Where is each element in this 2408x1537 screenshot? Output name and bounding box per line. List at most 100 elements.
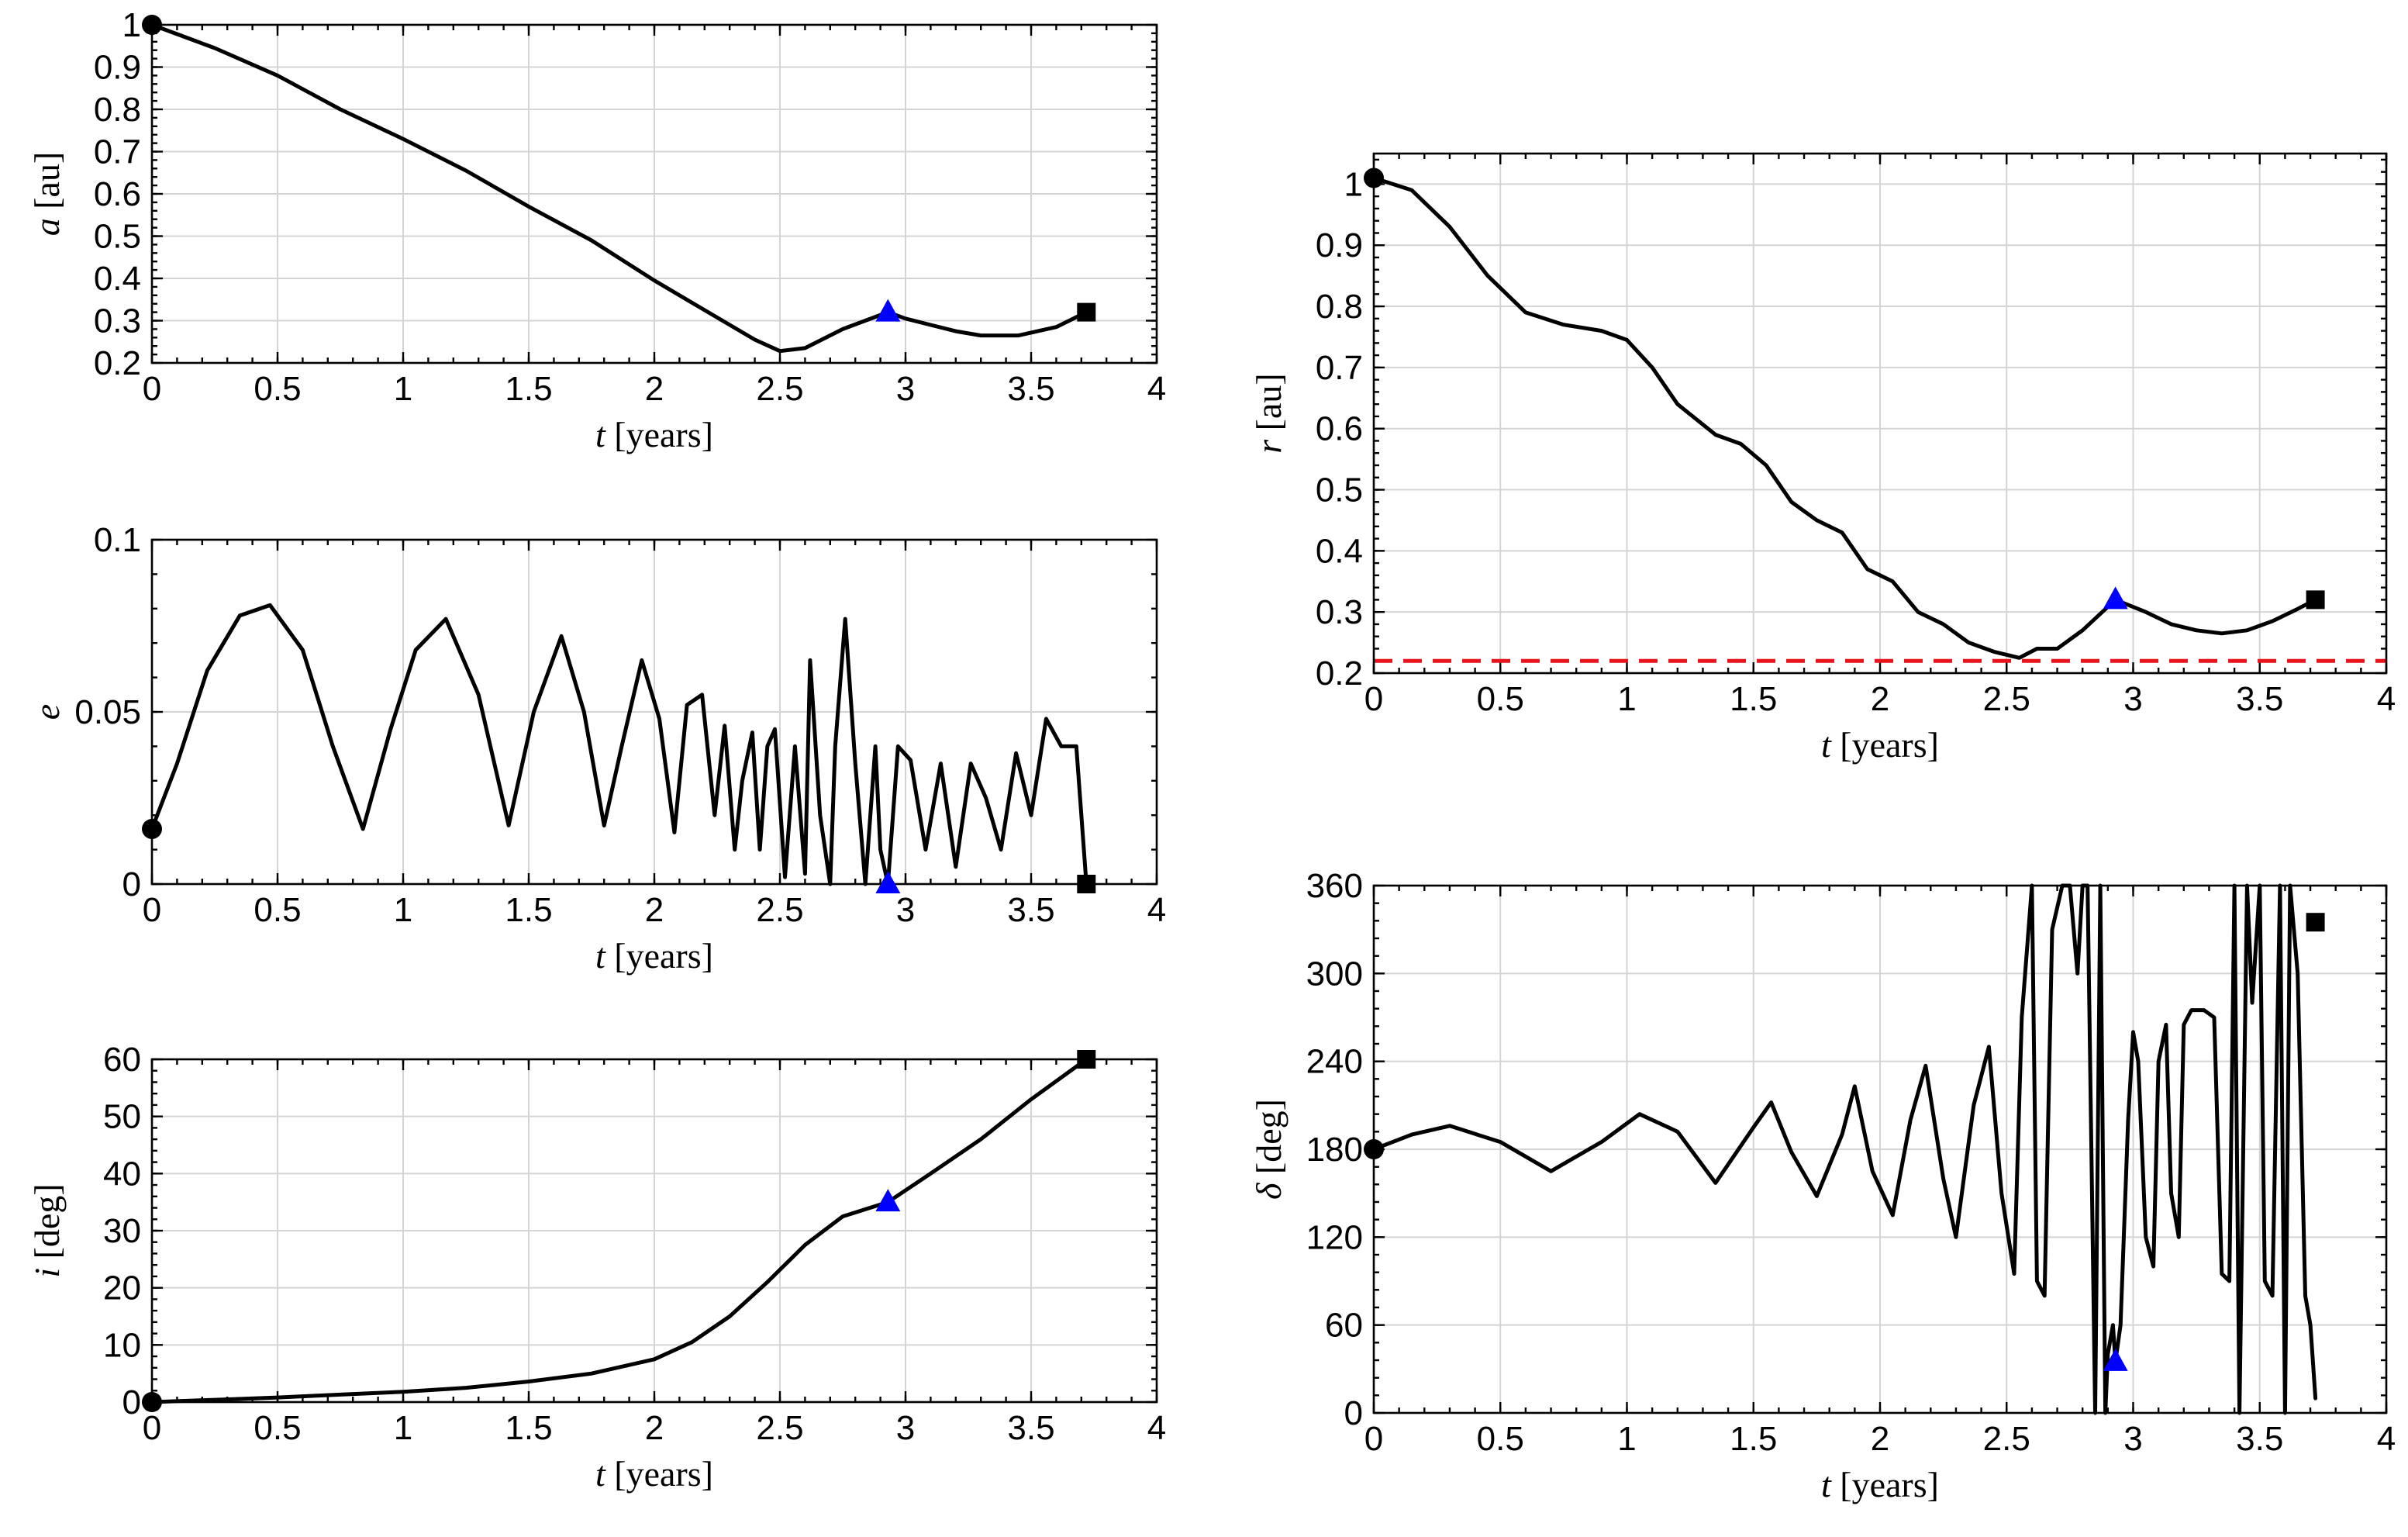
x-tick-label: 2.5	[1983, 680, 2030, 718]
x-tick-label: 2.5	[1983, 1420, 2030, 1458]
x-axis-unit: [years]	[605, 415, 713, 454]
y-axis-label: δ [deg]	[1249, 1099, 1289, 1200]
axes-frame	[150, 1058, 1158, 1404]
y-tick-label: 0.1	[94, 521, 141, 559]
x-tick-label: 1	[1617, 680, 1636, 718]
y-tick-label: 0.5	[1316, 471, 1363, 509]
y-axis-symbol: δ	[1249, 1183, 1289, 1200]
x-tick-label: 3.5	[2236, 1420, 2283, 1458]
x-axis-label: t [years]	[595, 1454, 713, 1494]
y-tick-label: 180	[1306, 1131, 1363, 1169]
x-axis-label: t [years]	[1821, 725, 1939, 765]
end-marker	[1077, 875, 1096, 893]
y-tick-label: 0.5	[94, 218, 141, 256]
y-tick-label: 0.6	[94, 175, 141, 213]
start-marker	[142, 818, 162, 839]
x-tick-label: 2.5	[756, 1409, 803, 1447]
x-tick-label: 1	[1617, 1420, 1636, 1458]
y-axis-unit: [deg]	[1249, 1099, 1289, 1183]
x-tick-label: 1.5	[505, 1409, 552, 1447]
start-marker	[142, 15, 162, 35]
y-axis-unit: [deg]	[27, 1183, 67, 1268]
y-tick-label: 360	[1306, 867, 1363, 905]
y-axis-label: e	[27, 704, 67, 720]
y-tick-label: 0.4	[94, 260, 141, 298]
y-tick-label: 0.9	[1316, 226, 1363, 264]
x-tick-label: 1.5	[505, 891, 552, 929]
midpoint-marker	[2103, 1348, 2128, 1371]
y-tick-label: 60	[1325, 1307, 1363, 1345]
x-tick-label: 2.5	[756, 370, 803, 408]
y-tick-label: 0.3	[1316, 593, 1363, 631]
x-tick-label: 3.5	[1007, 891, 1054, 929]
y-tick-label: 0	[1344, 1394, 1363, 1432]
midpoint-marker	[2103, 586, 2128, 610]
start-marker	[1364, 1139, 1384, 1159]
x-tick-label: 2.5	[756, 891, 803, 929]
y-tick-label: 0.8	[1316, 288, 1363, 326]
panel-radius: 0 0.5 1 1.5 2 2.5 3 3.5 4 0.2 0.3 0.4 0.5 0.6 0.7 0.8 0.…	[1249, 152, 2396, 765]
midpoint-marker	[875, 299, 901, 322]
x-tick-label: 0.5	[254, 891, 301, 929]
y-tick-label: 0.6	[1316, 410, 1363, 448]
start-marker	[142, 1392, 162, 1412]
y-axis-symbol: r	[1249, 439, 1289, 454]
x-tick-label: 4	[2377, 680, 2396, 718]
x-tick-label: 3	[2123, 680, 2142, 718]
y-tick-label: 0.05	[74, 693, 141, 731]
data-series-line	[150, 603, 1088, 886]
data-series-line	[1371, 176, 2318, 660]
data-series-line	[1371, 883, 2318, 1415]
y-tick-label: 0.9	[94, 49, 141, 87]
y-axis-label: i [deg]	[27, 1183, 67, 1277]
x-tick-label: 1	[394, 370, 412, 408]
data-series-line	[150, 1057, 1088, 1404]
x-tick-label: 0	[143, 1409, 161, 1447]
x-tick-label: 0	[143, 891, 161, 929]
y-tick-label: 0.7	[94, 133, 141, 171]
y-tick-label: 40	[103, 1155, 141, 1193]
x-tick-label: 3	[896, 891, 915, 929]
y-tick-label: 120	[1306, 1218, 1363, 1256]
x-axis-label: t [years]	[1821, 1465, 1939, 1504]
x-tick-label: 1.5	[1730, 1420, 1777, 1458]
x-tick-label: 3	[2123, 1420, 2142, 1458]
x-tick-label: 0.5	[254, 370, 301, 408]
x-tick-label: 4	[2377, 1420, 2396, 1458]
x-axis-label: t [years]	[595, 415, 713, 454]
x-axis-unit: [years]	[605, 936, 713, 976]
y-tick-label: 0	[122, 1383, 141, 1421]
x-tick-label: 3.5	[1007, 1409, 1054, 1447]
y-tick-label: 1	[122, 6, 141, 44]
y-tick-label: 1	[1344, 165, 1363, 203]
x-tick-label: 1.5	[505, 370, 552, 408]
data-series-line	[150, 22, 1088, 354]
x-tick-label: 2	[645, 370, 664, 408]
x-tick-label: 0.5	[254, 1409, 301, 1447]
panel-delta: 0 0.5 1 1.5 2 2.5 3 3.5 4 0 60 120 180 240 300 360 t [ye…	[1249, 867, 2396, 1504]
y-tick-label: 50	[103, 1098, 141, 1136]
x-axis-label: t [years]	[595, 936, 713, 976]
midpoint-marker	[875, 871, 901, 893]
end-marker	[1077, 1050, 1096, 1069]
y-tick-label: 0.2	[1316, 655, 1363, 693]
x-tick-label: 4	[1147, 891, 1166, 929]
x-tick-label: 1	[394, 891, 412, 929]
x-tick-label: 2	[645, 1409, 664, 1447]
x-tick-label: 3	[896, 370, 915, 408]
y-tick-label: 0.2	[94, 344, 141, 382]
y-tick-label: 0.8	[94, 91, 141, 129]
panel-eccentricity: 0 0.5 1 1.5 2 2.5 3 3.5 4 0 0.05 0.1 t [years] e	[27, 521, 1166, 976]
y-tick-label: 20	[103, 1269, 141, 1307]
x-tick-label: 3.5	[1007, 370, 1054, 408]
axes-frame	[150, 23, 1158, 364]
y-tick-label: 0	[122, 865, 141, 903]
x-axis-symbol: t	[1821, 725, 1832, 765]
y-axis-label: a [au]	[27, 152, 67, 237]
x-tick-label: 3.5	[2236, 680, 2283, 718]
x-axis-symbol: t	[595, 415, 606, 454]
x-tick-label: 0	[1364, 680, 1383, 718]
axes-frame	[150, 538, 1158, 886]
x-tick-label: 0.5	[1477, 1420, 1524, 1458]
